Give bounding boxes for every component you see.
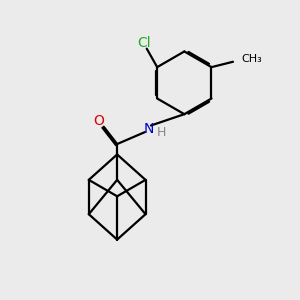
Text: H: H — [156, 126, 166, 139]
Text: Cl: Cl — [137, 36, 151, 50]
Text: O: O — [93, 114, 104, 128]
Text: N: N — [143, 122, 154, 136]
Text: CH₃: CH₃ — [242, 54, 262, 64]
